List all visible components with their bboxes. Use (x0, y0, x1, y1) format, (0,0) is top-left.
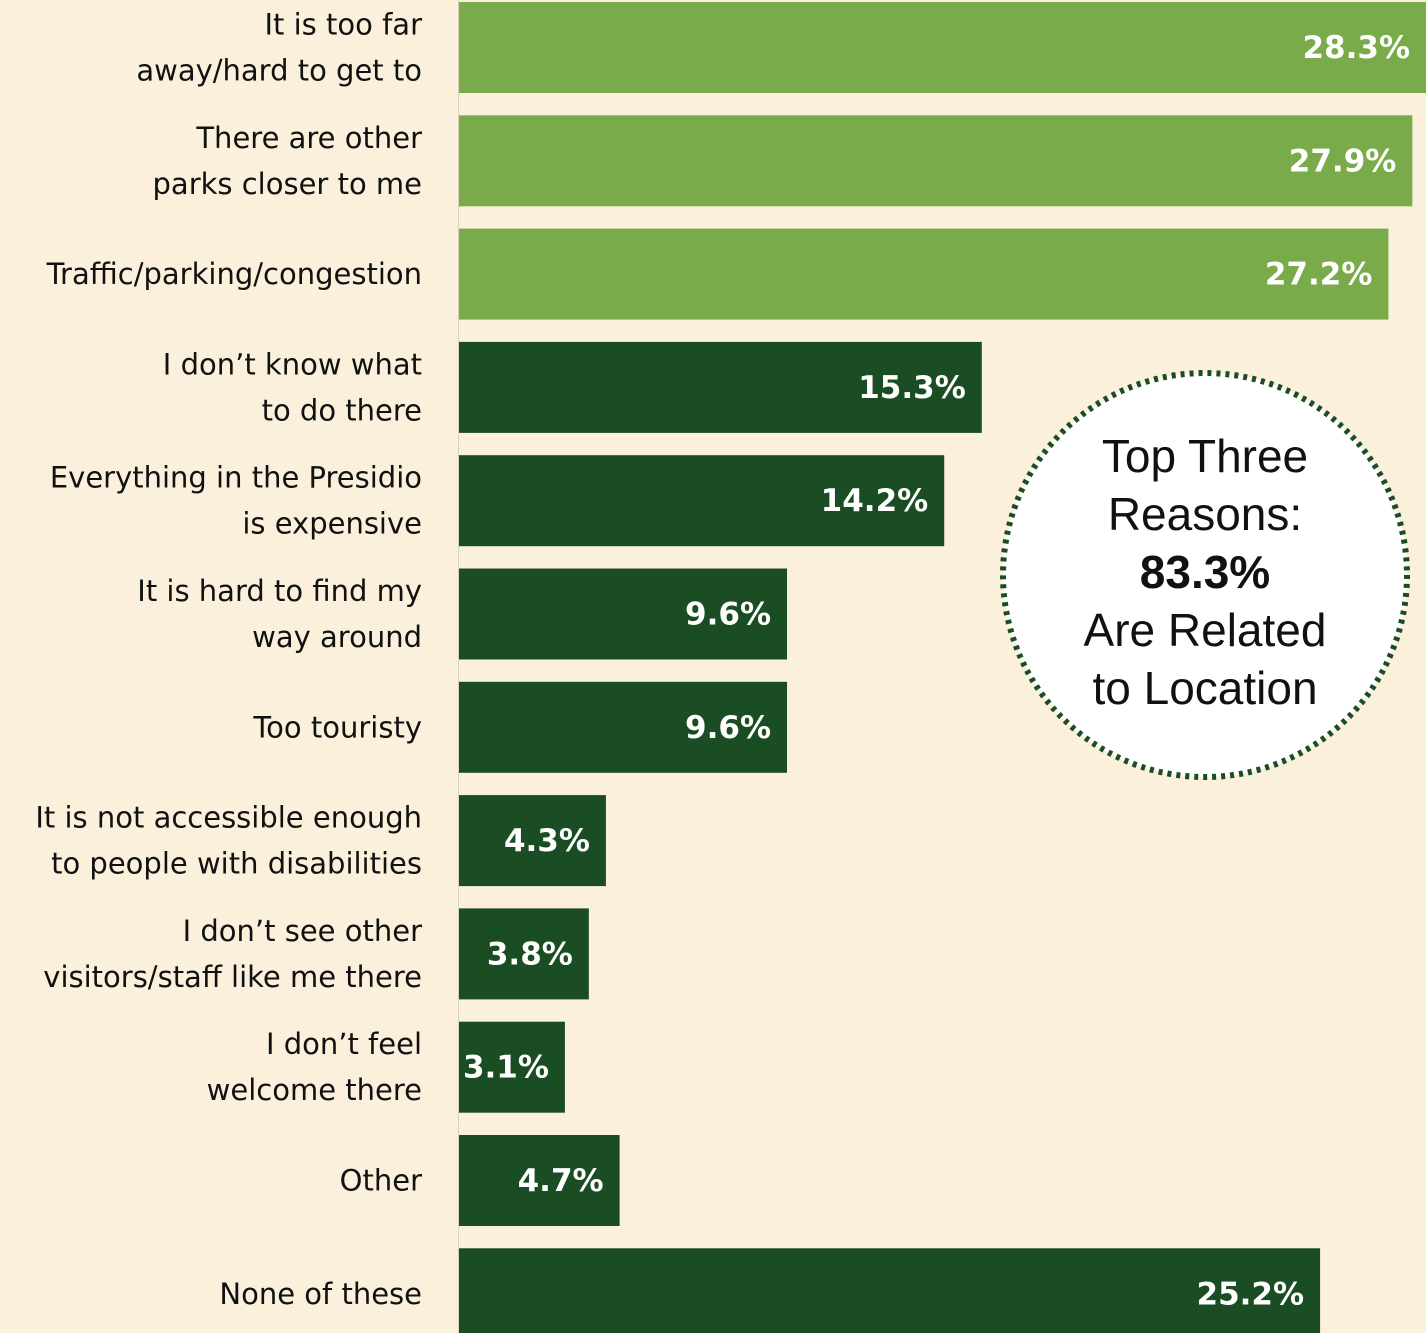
bar (459, 1021, 565, 1113)
bar (459, 455, 945, 547)
value-label: 9.6% (685, 597, 771, 633)
annotation-text: Reasons: (1108, 488, 1302, 540)
annotation-text: Top Three (1102, 430, 1308, 482)
value-label: 3.8% (487, 936, 573, 972)
annotation-circle (1000, 370, 1410, 780)
annotation-text: Are Related (1084, 604, 1327, 656)
value-label: 27.2% (1265, 257, 1373, 293)
category-label: Too touristy (252, 710, 422, 744)
category-label: Everything in the Presidio is expensive (50, 461, 422, 541)
bar (459, 568, 788, 660)
bar (459, 2, 1426, 93)
bar (459, 908, 589, 1000)
bar (459, 795, 606, 887)
value-label: 9.6% (685, 710, 771, 746)
value-label: 28.3% (1302, 30, 1410, 66)
bar (459, 341, 982, 433)
value-label: 3.1% (463, 1050, 549, 1086)
category-label: I don’t feel welcome there (207, 1027, 422, 1107)
category-label: It is too far away/hard to get to (136, 8, 422, 88)
value-label: 27.9% (1289, 143, 1397, 179)
category-label: I don’t know what to do there (163, 347, 422, 427)
category-label: There are other parks closer to me (153, 121, 423, 201)
category-label: I don’t see other visitors/staff like me … (43, 914, 422, 994)
bar (459, 1135, 620, 1226)
category-label: It is not accessible enough to people wit… (35, 801, 422, 881)
bar (459, 228, 1389, 320)
category-label: Other (340, 1164, 422, 1198)
bar (459, 115, 1413, 207)
category-label: It is hard to find my way around (137, 574, 422, 654)
bar (459, 681, 788, 773)
bar (459, 1248, 1321, 1333)
annotation-text: 83.3% (1140, 546, 1270, 598)
value-label: 25.2% (1197, 1276, 1305, 1312)
value-label: 4.3% (504, 823, 590, 859)
value-label: 14.2% (821, 483, 929, 519)
value-label: 4.7% (518, 1163, 604, 1199)
category-label: Traffic/parking/congestion (46, 257, 422, 291)
category-label: None of these (219, 1277, 422, 1311)
value-label: 15.3% (858, 370, 966, 406)
annotation-text: to Location (1092, 662, 1317, 714)
